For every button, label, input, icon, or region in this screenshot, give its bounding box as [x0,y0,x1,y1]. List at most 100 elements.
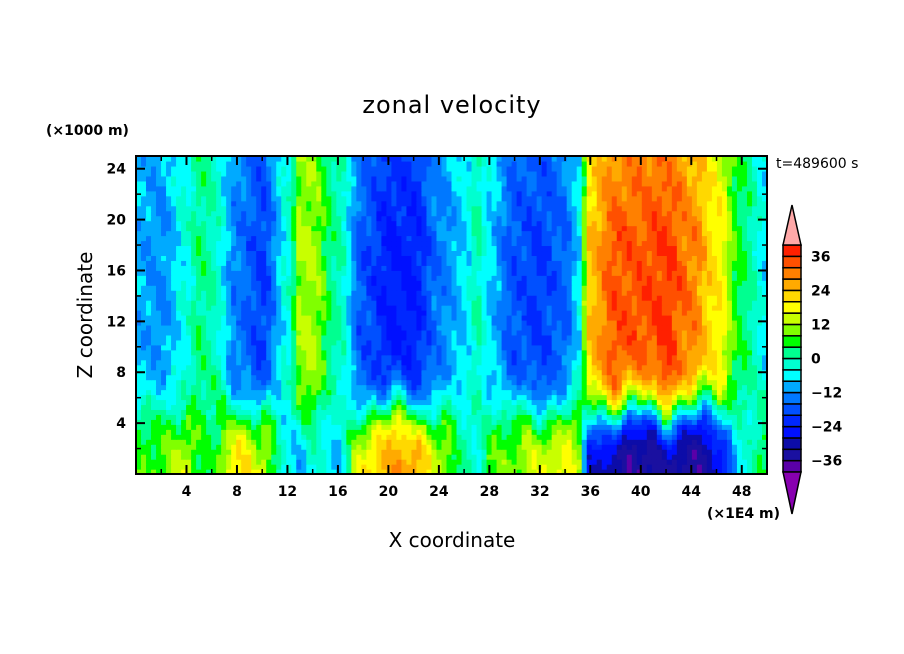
field-cell [606,295,613,301]
field-cell [361,319,367,326]
field-cell [286,280,292,286]
field-cell [536,409,543,415]
field-cell [196,344,202,351]
field-cell [486,280,493,286]
field-cell [716,459,723,465]
field-cell [171,310,177,316]
field-cell [351,344,357,351]
field-cell [681,439,688,445]
field-cell [491,394,498,401]
field-cell [246,324,252,331]
field-cell [626,434,633,440]
field-cell [616,454,623,460]
field-cell [196,310,202,316]
field-cell [501,449,508,455]
field-cell [241,300,247,306]
field-cell [711,399,718,406]
field-cell [176,444,182,450]
field-cell [571,354,578,361]
field-cell [181,424,187,430]
field-cell [721,454,728,460]
field-cell [386,359,393,366]
field-cell [246,424,252,430]
field-cell [331,394,337,401]
field-cell [681,295,688,301]
field-cell [546,394,553,401]
field-cell [346,464,352,470]
field-cell [451,389,458,396]
field-cell [166,394,172,401]
field-cell [401,424,408,430]
field-cell [391,399,398,406]
field-cell [331,429,337,435]
field-cell [136,404,142,411]
field-cell [681,369,688,376]
field-cell [376,454,382,460]
field-cell [156,315,162,321]
field-cell [431,315,438,321]
field-cell [631,359,638,366]
field-cell [281,469,287,475]
field-cell [476,429,483,435]
field-cell [366,459,372,465]
field-cell [501,464,508,470]
field-cell [166,374,172,381]
field-cell [586,329,593,336]
field-cell [446,464,453,470]
field-cell [566,285,573,291]
field-cell [216,409,222,415]
field-cell [411,444,418,450]
field-cell [256,354,262,361]
field-cell [756,349,763,356]
field-cell [486,319,493,326]
field-cell [461,324,468,331]
field-cell [516,444,523,450]
field-cell [276,434,282,440]
field-cell [136,434,142,440]
field-cell [326,344,332,351]
field-cell [226,379,232,386]
field-cell [346,285,352,291]
field-cell [251,354,257,361]
field-cell [401,319,408,326]
field-cell [466,414,473,420]
field-cell [401,300,408,306]
field-cell [761,434,768,440]
field-cell [296,429,302,435]
field-cell [751,315,758,321]
field-cell [591,300,598,306]
field-cell [661,449,668,455]
field-cell [291,429,297,435]
field-cell [556,285,563,291]
field-cell [256,300,262,306]
field-cell [621,359,628,366]
field-cell [426,444,433,450]
field-cell [186,459,192,465]
field-cell [591,394,598,401]
field-cell [431,449,438,455]
field-cell [611,469,618,475]
field-cell [336,295,342,301]
field-cell [141,364,147,371]
field-cell [736,464,743,470]
field-cell [296,334,302,341]
field-cell [276,315,282,321]
field-cell [186,419,192,425]
field-cell [311,305,317,311]
field-cell [211,384,217,391]
field-cell [631,404,638,411]
field-cell [196,315,202,321]
field-cell [446,404,453,411]
field-cell [631,334,638,341]
field-cell [246,434,252,440]
field-cell [746,429,753,435]
field-cell [141,424,147,430]
field-cell [691,364,698,371]
field-cell [236,310,242,316]
field-cell [521,389,528,396]
field-cell [461,449,468,455]
field-cell [671,389,678,396]
field-cell [521,469,528,475]
field-cell [251,399,257,406]
field-cell [636,310,643,316]
